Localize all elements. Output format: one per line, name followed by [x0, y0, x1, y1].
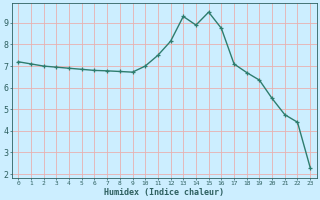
- X-axis label: Humidex (Indice chaleur): Humidex (Indice chaleur): [104, 188, 224, 197]
